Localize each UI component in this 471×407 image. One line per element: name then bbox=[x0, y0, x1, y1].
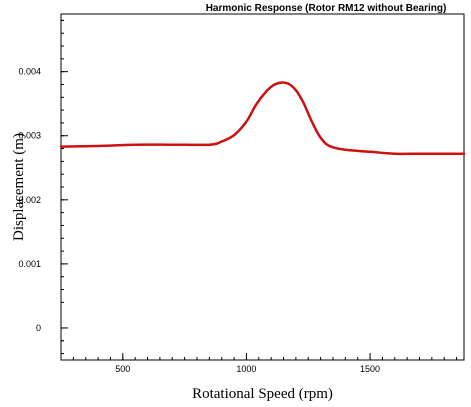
y-tick-label: 0.003 bbox=[18, 131, 41, 141]
x-tick-label: 1500 bbox=[360, 364, 380, 374]
x-axis: 500 1000 1500 bbox=[60, 353, 458, 374]
x-axis-label: Rotational Speed (rpm) bbox=[192, 386, 333, 402]
y-tick-label: 0 bbox=[36, 323, 41, 333]
y-axis: 0 0.001 0.002 0.003 0.004 bbox=[18, 19, 68, 355]
chart-title: Harmonic Response (Rotor RM12 without Be… bbox=[206, 3, 447, 14]
plot-area bbox=[60, 13, 465, 361]
displacement-series-line bbox=[59, 81, 466, 156]
series-layer bbox=[59, 81, 466, 156]
y-tick-label: 0.002 bbox=[18, 195, 41, 205]
y-axis-label: Displacement (m) bbox=[11, 133, 27, 241]
plot-frame bbox=[60, 13, 465, 361]
x-tick-label: 500 bbox=[115, 364, 130, 374]
x-tick-label: 1000 bbox=[236, 364, 256, 374]
y-tick-label: 0.004 bbox=[18, 67, 41, 77]
y-tick-label: 0.001 bbox=[18, 259, 41, 269]
